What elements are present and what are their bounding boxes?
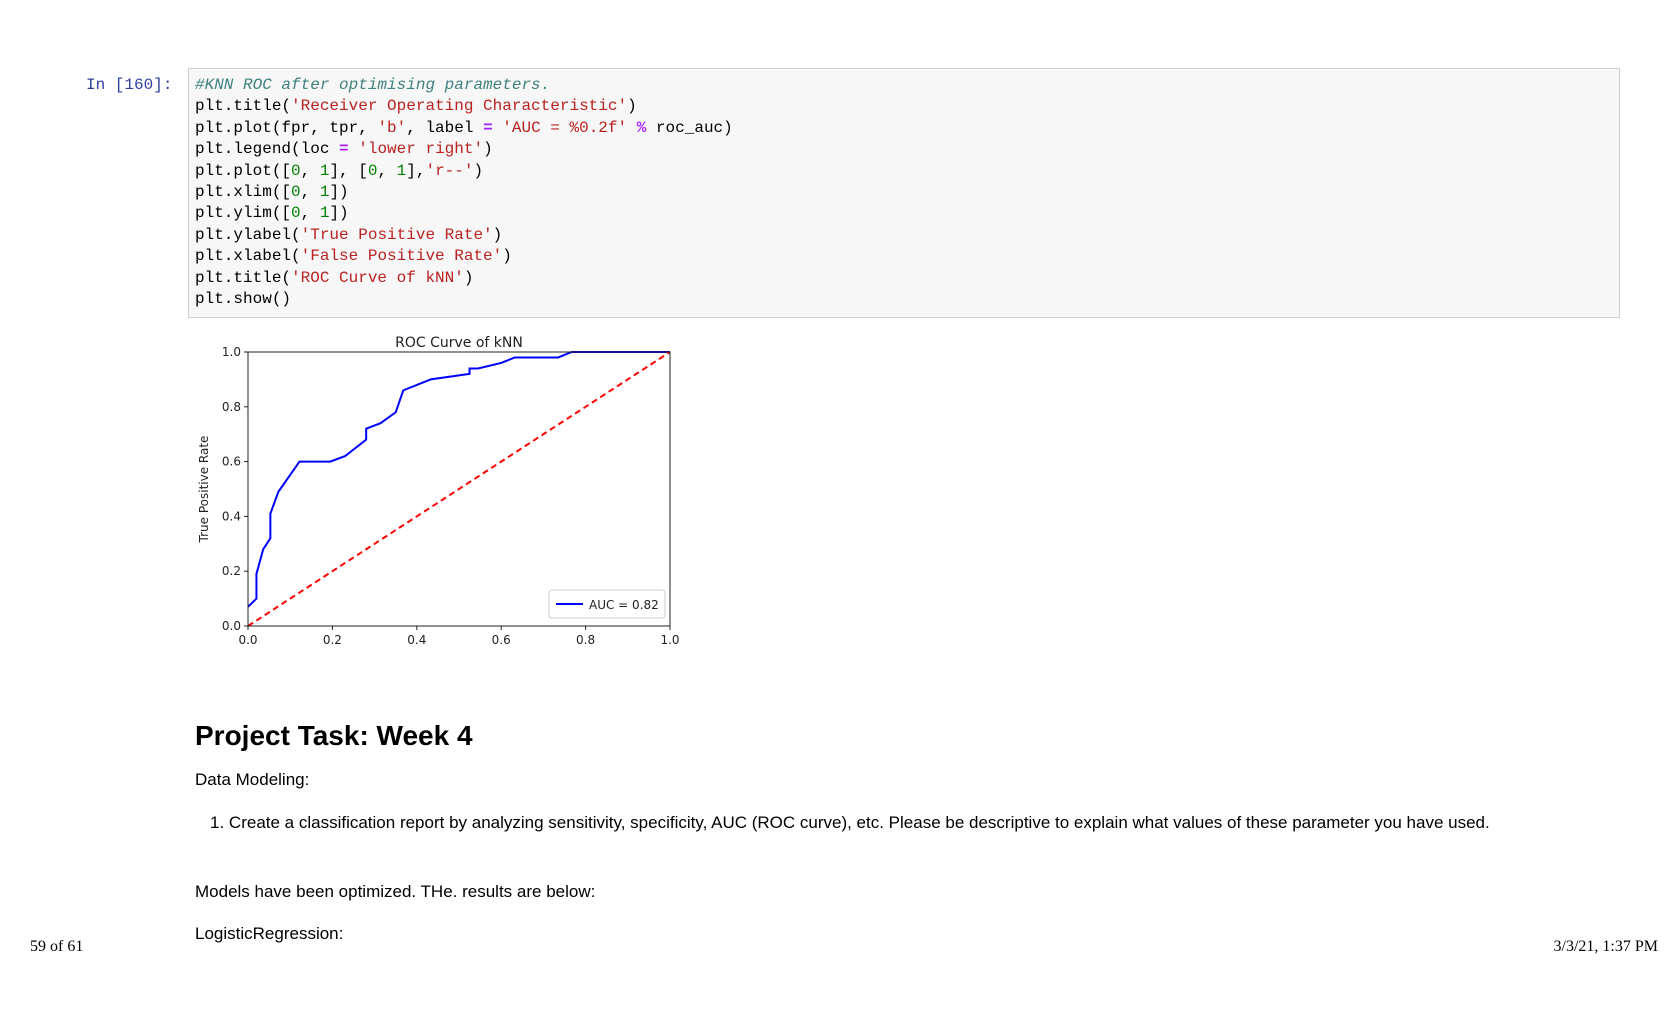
list-item: 1. Create a classification report by ana… (210, 813, 1490, 833)
code-token: ]) (329, 183, 349, 202)
code-token (627, 119, 637, 137)
code-token: roc_auc) (646, 118, 733, 137)
x-tick-label: 1.0 (660, 633, 679, 646)
code-line: plt.plot(fpr, tpr, 'b', label = 'AUC = %… (195, 118, 1613, 139)
code-token: , (377, 161, 397, 180)
code-token: % (636, 118, 647, 137)
code-line: plt.show() (195, 289, 1613, 310)
code-token: ) (627, 97, 637, 116)
y-tick-label: 0.4 (222, 509, 241, 523)
code-token: , (300, 204, 320, 223)
code-token: ) (463, 268, 474, 287)
code-token: ) (473, 161, 484, 180)
subheading-text: Data Modeling: (195, 770, 310, 789)
roc-chart: 0.0 0.2 0.4 0.6 0.8 1.0 0.0 0.2 0.4 0.6 0.8 1.0 ROC … (197, 335, 680, 646)
code-token: 'ROC Curve of kNN' (291, 268, 464, 287)
code-token: ], [ (329, 161, 368, 180)
code-line: plt.legend(loc = 'lower right') (195, 139, 1613, 160)
code-token: 'r--' (425, 161, 474, 180)
code-token: = (339, 140, 349, 159)
code-line: #KNN ROC after optimising parameters. (195, 75, 1613, 96)
code-token: plt.plot([ (195, 161, 292, 180)
code-token: plt.ylabel( (195, 225, 301, 244)
code-line: plt.ylabel('True Positive Rate') (195, 225, 1613, 246)
code-token: plt.legend(loc (195, 140, 340, 159)
y-tick-label: 0.0 (222, 619, 241, 633)
code-token: 1 (319, 204, 330, 223)
code-line: plt.xlabel('False Positive Rate') (195, 246, 1613, 267)
code-token: 'Receiver Operating Characteristic' (291, 97, 628, 116)
y-tick-label: 0.8 (222, 400, 241, 414)
code-token (493, 119, 503, 137)
code-token: plt.plot(fpr, tpr, (195, 118, 378, 137)
code-token: 1 (396, 161, 407, 180)
cell-prompt: In [160]: (86, 76, 173, 94)
code-line: plt.plot([0, 1], [0, 1],'r--') (195, 161, 1613, 182)
list-number: 1. (210, 813, 225, 832)
code-token: , label (406, 118, 484, 137)
paragraph: Models have been optimized. THe. results… (195, 882, 596, 901)
plot-frame (247, 351, 671, 627)
code-token: 'AUC = %0.2f' (502, 118, 628, 137)
code-token: ) (502, 247, 512, 266)
y-tick-label: 1.0 (222, 345, 241, 359)
x-tick-label: 0.6 (492, 633, 511, 646)
x-tick-label: 0.2 (323, 633, 342, 646)
code-token: ]) (329, 204, 349, 223)
code-token: plt.ylim([ (195, 204, 292, 223)
x-tick-label: 0.8 (576, 633, 595, 646)
code-line: plt.title('Receiver Operating Characteri… (195, 96, 1613, 117)
section-heading: Project Task: Week 4 (195, 720, 473, 751)
paragraph: LogisticRegression: (195, 924, 344, 943)
legend-label: AUC = 0.82 (589, 598, 659, 612)
series-line-1 (247, 351, 671, 627)
y-tick-label: 0.6 (222, 455, 241, 469)
code-token: , (300, 161, 320, 180)
code-token: 0 (367, 161, 378, 180)
list-item-text: Create a classification report by analyz… (228, 813, 1490, 832)
legend (548, 589, 666, 619)
code-token: 0 (291, 161, 301, 180)
code-token: #KNN ROC after optimising parameters. (195, 76, 551, 94)
code-token: plt.xlabel( (195, 247, 301, 266)
print-datetime: 3/3/21, 1:37 PM (1553, 938, 1658, 955)
code-token: plt.title( (195, 268, 292, 287)
code-token: ], (406, 161, 426, 180)
code-token: 'True Positive Rate' (300, 225, 493, 244)
code-token: , (300, 183, 320, 202)
code-token: 'False Positive Rate' (300, 247, 503, 266)
code-token: 'lower right' (358, 140, 484, 159)
code-token: 0 (291, 183, 301, 202)
x-tick-label: 0.0 (238, 633, 257, 646)
y-axis-label: True Positive Rate (197, 436, 211, 544)
code-line: plt.title('ROC Curve of kNN') (195, 268, 1613, 289)
page-number: 59 of 61 (30, 938, 84, 955)
code-token: ) (492, 225, 503, 244)
y-tick-label: 0.2 (222, 564, 241, 578)
series-line-0 (247, 351, 670, 608)
code-cell[interactable]: #KNN ROC after optimising parameters. plt… (188, 68, 1620, 318)
code-token: plt.title( (195, 97, 292, 116)
code-token (349, 140, 359, 158)
code-token: 0 (291, 204, 301, 223)
code-line: plt.ylim([0, 1]) (195, 203, 1613, 224)
code-token: 1 (319, 183, 330, 202)
code-token: = (483, 118, 493, 137)
code-token: ) (483, 140, 493, 159)
chart-title: ROC Curve of kNN (395, 335, 523, 351)
code-token: plt.xlim([ (195, 183, 292, 202)
code-token: 1 (319, 161, 330, 180)
code-token: 'b' (377, 118, 407, 137)
code-line: plt.xlim([0, 1]) (195, 182, 1613, 203)
x-tick-label: 0.4 (407, 633, 426, 646)
code-token: plt.show() (195, 290, 292, 309)
code-editor[interactable]: #KNN ROC after optimising parameters. plt… (195, 75, 1613, 310)
